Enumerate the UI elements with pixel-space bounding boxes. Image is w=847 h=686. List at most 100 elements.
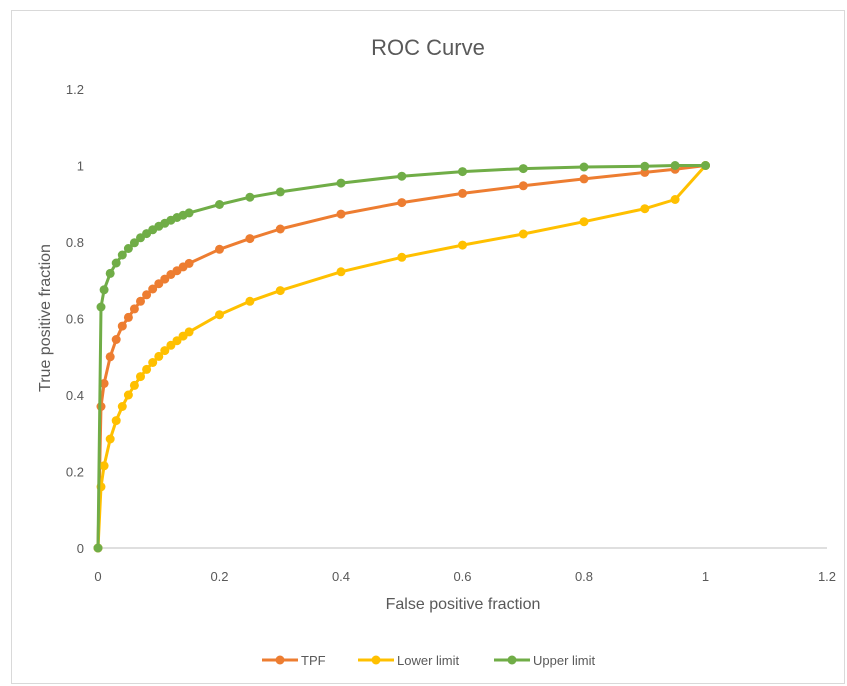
x-tick-label: 0.4 [332, 569, 350, 584]
legend: TPF Lower limit Upper limit [262, 653, 596, 668]
y-axis-label: True positive fraction [37, 244, 54, 392]
data-point-lower-limit [117, 402, 127, 411]
legend-swatch-marker [507, 655, 517, 665]
series-lower-limit [93, 161, 710, 553]
data-point-lower-limit [148, 358, 158, 367]
data-point-upper-limit [640, 161, 650, 171]
legend-item-tpf: TPF [262, 653, 326, 668]
data-point-lower-limit [518, 229, 528, 239]
y-axis-ticks: 0 0.2 0.4 0.6 0.8 1 1.2 [66, 82, 84, 556]
data-point-tpf [397, 198, 407, 208]
x-tick-label: 0.2 [210, 569, 228, 584]
data-point-upper-limit [275, 187, 285, 197]
y-tick-label: 1.2 [66, 82, 84, 97]
y-tick-label: 0.2 [66, 465, 84, 480]
series-upper-limit [93, 161, 710, 553]
y-tick-label: 0.4 [66, 388, 84, 403]
series-line-upper-limit [96, 164, 706, 549]
data-point-lower-limit [111, 416, 121, 426]
data-point-tpf [518, 181, 528, 191]
data-point-tpf [579, 174, 589, 184]
x-tick-label: 0.8 [575, 569, 593, 584]
legend-label: Lower limit [397, 653, 460, 668]
data-point-upper-limit [123, 244, 133, 253]
series-layer [93, 161, 710, 553]
data-point-lower-limit [336, 267, 346, 277]
data-point-tpf [142, 290, 152, 300]
data-point-upper-limit [96, 302, 106, 312]
data-point-lower-limit [184, 327, 194, 337]
data-point-lower-limit [458, 240, 467, 250]
data-point-tpf [99, 379, 109, 388]
data-point-tpf [458, 188, 467, 198]
data-point-lower-limit [397, 252, 407, 262]
data-point-lower-limit [99, 461, 109, 471]
data-point-tpf [184, 258, 194, 268]
legend-label: TPF [301, 653, 326, 668]
data-point-upper-limit [184, 208, 194, 218]
data-point-lower-limit [154, 351, 164, 361]
data-point-lower-limit [640, 204, 650, 214]
data-point-tpf [105, 352, 115, 362]
data-point-tpf [136, 296, 145, 306]
x-axis-ticks: 0 0.2 0.4 0.6 0.8 1 1.2 [94, 569, 836, 584]
data-point-lower-limit [129, 380, 139, 390]
data-point-lower-limit [166, 340, 176, 350]
series-line-tpf [96, 164, 706, 549]
data-point-tpf [215, 244, 224, 254]
data-point-lower-limit [275, 286, 285, 296]
data-point-lower-limit [670, 195, 680, 204]
data-point-tpf [123, 312, 133, 322]
data-point-upper-limit [336, 178, 346, 188]
data-point-upper-limit [579, 162, 589, 172]
data-point-upper-limit [93, 543, 103, 553]
data-point-upper-limit [129, 238, 139, 248]
data-point-lower-limit [245, 296, 255, 306]
legend-label: Upper limit [533, 653, 596, 668]
data-point-tpf [129, 304, 139, 314]
chart-title: ROC Curve [371, 35, 485, 60]
data-point-tpf [160, 274, 170, 284]
legend-item-lower-limit: Lower limit [358, 653, 460, 668]
y-tick-label: 0.8 [66, 235, 84, 250]
y-tick-label: 0 [77, 541, 84, 556]
data-point-tpf [275, 224, 285, 234]
data-point-tpf [245, 234, 255, 244]
data-point-upper-limit [117, 250, 127, 260]
series-tpf [93, 161, 710, 553]
data-point-upper-limit [105, 268, 115, 278]
data-point-lower-limit [579, 217, 589, 227]
data-point-upper-limit [397, 171, 407, 181]
legend-swatch-marker [371, 655, 381, 665]
data-point-lower-limit [215, 310, 224, 320]
data-point-lower-limit [172, 336, 182, 346]
data-point-tpf [336, 209, 346, 219]
x-tick-label: 1.2 [818, 569, 836, 584]
data-point-upper-limit [458, 167, 467, 177]
data-point-upper-limit [99, 285, 109, 295]
data-point-tpf [111, 335, 121, 344]
data-point-upper-limit [670, 161, 680, 170]
x-tick-label: 0.6 [453, 569, 471, 584]
data-point-upper-limit [701, 161, 710, 170]
data-point-lower-limit [136, 372, 145, 382]
legend-item-upper-limit: Upper limit [494, 653, 596, 668]
data-point-lower-limit [142, 364, 152, 374]
y-tick-label: 0.6 [66, 312, 84, 327]
data-point-upper-limit [245, 192, 255, 202]
x-tick-label: 0 [94, 569, 101, 584]
data-point-lower-limit [160, 346, 170, 356]
x-tick-label: 1 [702, 569, 709, 584]
data-point-lower-limit [105, 434, 115, 444]
series-line-lower-limit [96, 164, 707, 549]
y-tick-label: 1 [77, 159, 84, 174]
data-point-upper-limit [215, 200, 224, 209]
data-point-upper-limit [111, 258, 121, 268]
legend-swatch-marker [275, 655, 285, 665]
data-point-tpf [117, 321, 127, 331]
data-point-upper-limit [518, 164, 528, 174]
x-axis-label: False positive fraction [386, 596, 541, 613]
chart-frame [11, 10, 845, 684]
data-point-tpf [148, 284, 158, 294]
